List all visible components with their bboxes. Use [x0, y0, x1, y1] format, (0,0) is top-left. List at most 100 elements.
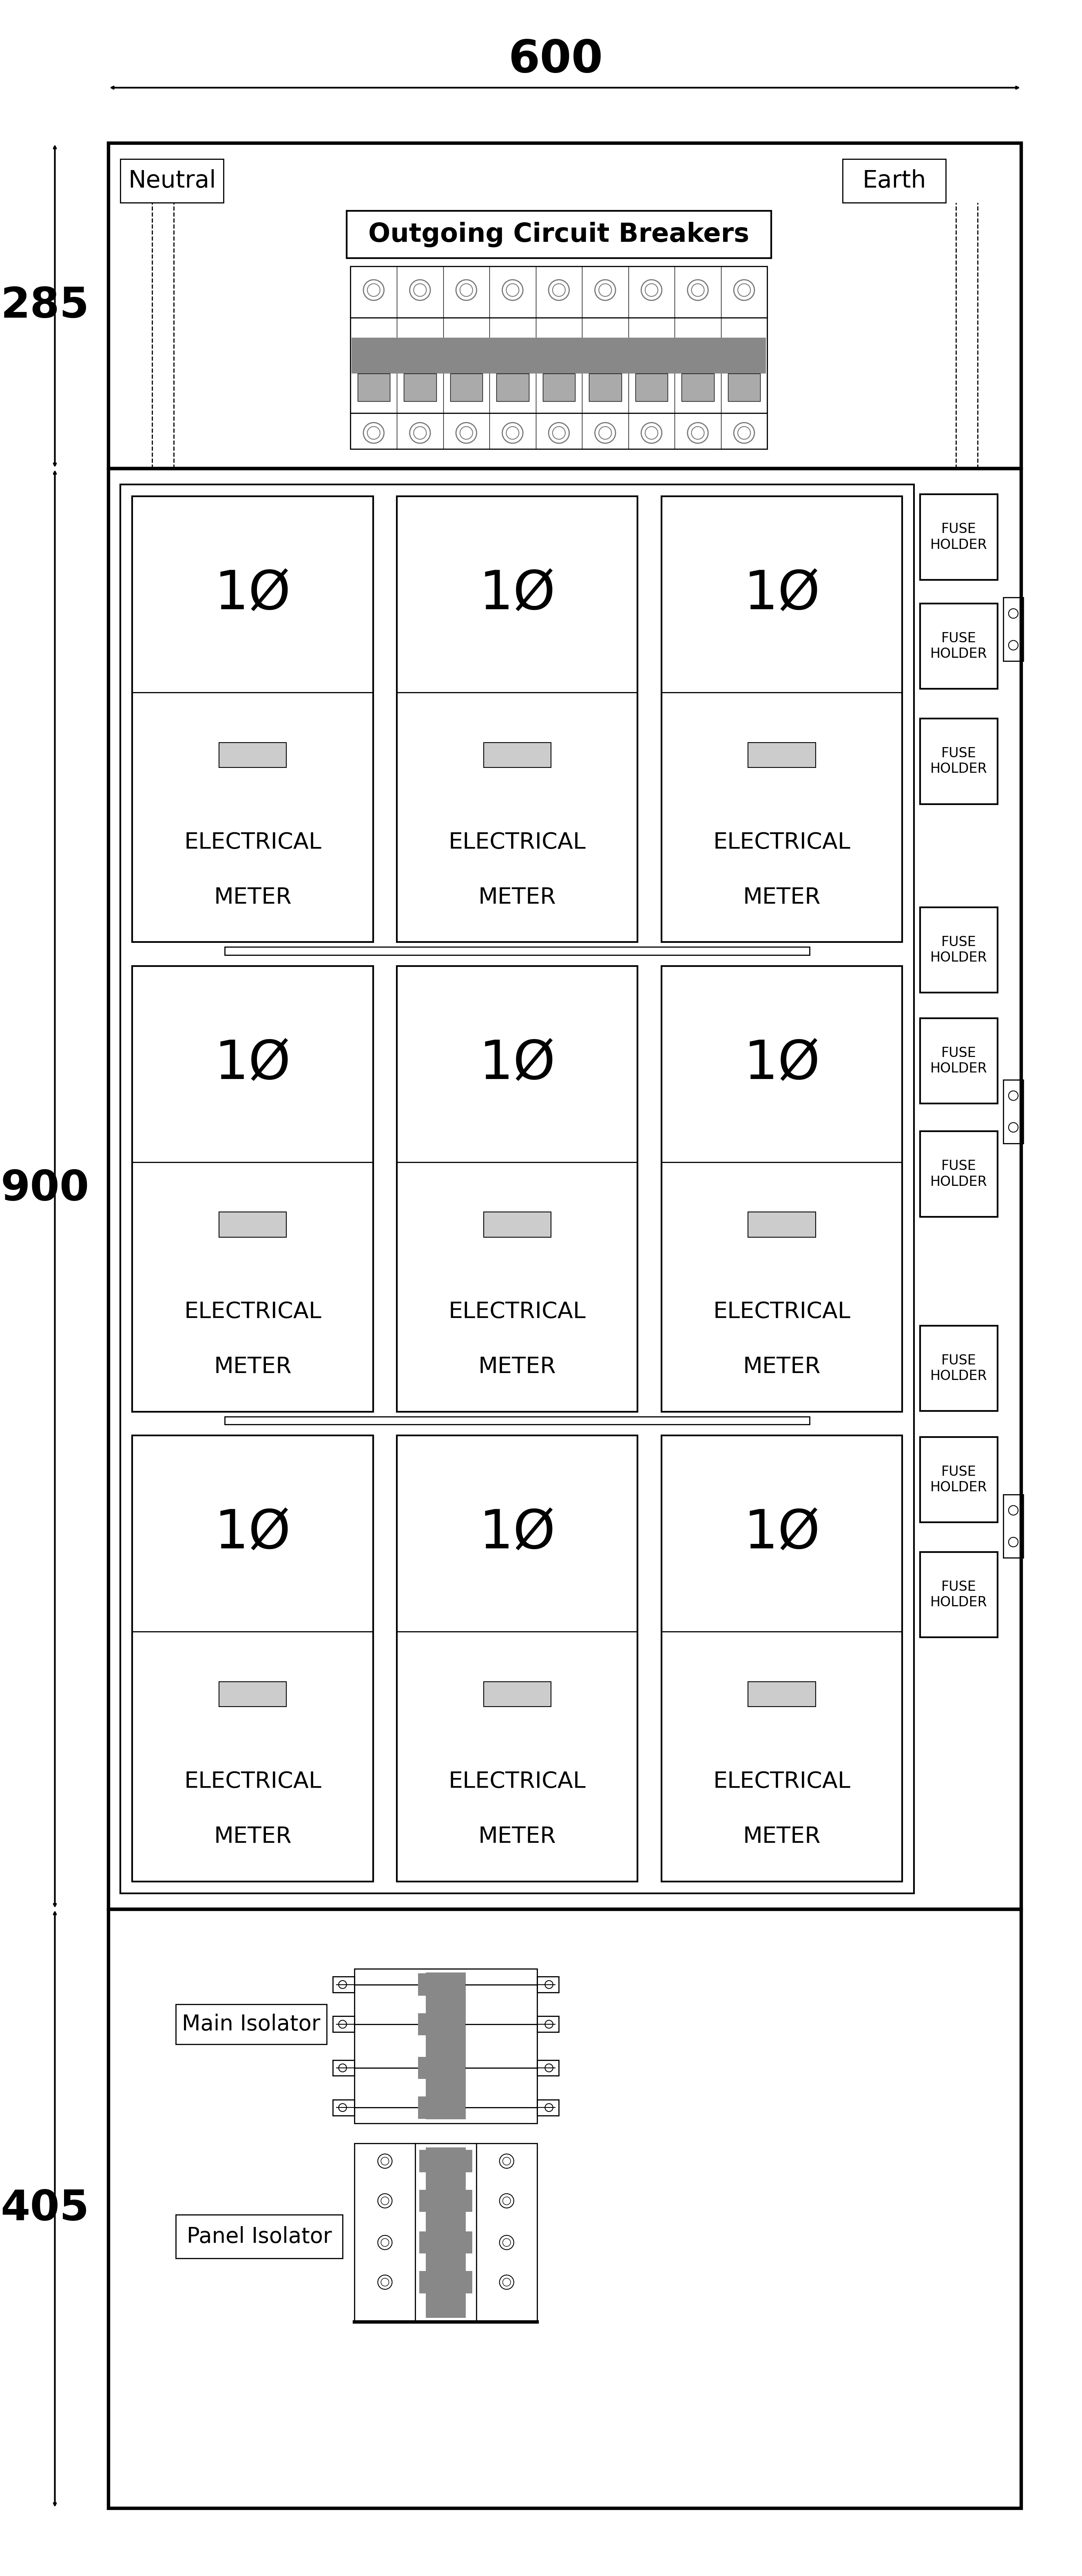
- Bar: [225, 948, 809, 956]
- Text: ELECTRICAL: ELECTRICAL: [184, 1301, 321, 1324]
- Text: METER: METER: [743, 1355, 821, 1378]
- Bar: [120, 160, 224, 204]
- Bar: [351, 265, 767, 448]
- Bar: [748, 742, 816, 768]
- Text: 1Ø: 1Ø: [743, 1038, 820, 1090]
- Bar: [219, 742, 287, 768]
- Bar: [484, 742, 551, 768]
- Bar: [682, 374, 714, 402]
- Bar: [537, 2017, 559, 2032]
- Bar: [332, 1976, 355, 1991]
- Text: ELECTRICAL: ELECTRICAL: [449, 1770, 586, 1793]
- Bar: [355, 1968, 537, 2123]
- Text: FUSE
HOLDER: FUSE HOLDER: [931, 523, 987, 551]
- Bar: [635, 374, 668, 402]
- Bar: [418, 1973, 438, 1996]
- Bar: [397, 1435, 637, 1631]
- Text: ELECTRICAL: ELECTRICAL: [713, 1770, 850, 1793]
- Text: METER: METER: [743, 886, 821, 909]
- Bar: [426, 1973, 465, 2120]
- Text: ELECTRICAL: ELECTRICAL: [184, 832, 321, 853]
- Bar: [426, 2148, 465, 2318]
- Text: FUSE
HOLDER: FUSE HOLDER: [931, 935, 987, 963]
- Bar: [1003, 598, 1024, 662]
- Bar: [132, 966, 373, 1412]
- Text: Panel Isolator: Panel Isolator: [187, 2226, 332, 2246]
- Bar: [1003, 1079, 1024, 1144]
- Bar: [661, 497, 902, 943]
- Bar: [920, 1018, 998, 1103]
- Bar: [132, 1435, 373, 1880]
- Text: 1Ø: 1Ø: [214, 569, 291, 621]
- Bar: [420, 2151, 472, 2172]
- Bar: [484, 1682, 551, 1708]
- Bar: [497, 374, 529, 402]
- Bar: [920, 1551, 998, 1638]
- Bar: [132, 497, 373, 693]
- Text: METER: METER: [214, 886, 291, 909]
- Text: 1Ø: 1Ø: [479, 569, 555, 621]
- Bar: [450, 374, 483, 402]
- Text: METER: METER: [478, 886, 556, 909]
- Bar: [219, 1213, 287, 1236]
- Bar: [332, 2099, 355, 2115]
- Bar: [920, 1327, 998, 1412]
- Bar: [420, 2190, 472, 2213]
- Text: Neutral: Neutral: [128, 170, 216, 193]
- Bar: [589, 374, 621, 402]
- Bar: [661, 497, 902, 693]
- Bar: [176, 2004, 327, 2045]
- Bar: [661, 1435, 902, 1631]
- Bar: [661, 966, 902, 1162]
- Text: FUSE
HOLDER: FUSE HOLDER: [931, 1355, 987, 1383]
- Bar: [346, 211, 771, 258]
- Bar: [176, 2215, 343, 2259]
- Text: ELECTRICAL: ELECTRICAL: [713, 1301, 850, 1324]
- Bar: [397, 966, 637, 1162]
- Bar: [484, 1213, 551, 1236]
- Bar: [418, 2056, 438, 2079]
- Text: 285: 285: [1, 286, 89, 327]
- Bar: [728, 374, 761, 402]
- Text: 900: 900: [1, 1170, 89, 1211]
- Bar: [748, 1682, 816, 1708]
- Bar: [661, 966, 902, 1412]
- Bar: [537, 2061, 559, 2076]
- Bar: [920, 1437, 998, 1522]
- Bar: [108, 144, 1021, 469]
- Text: METER: METER: [214, 1826, 291, 1847]
- Text: 1Ø: 1Ø: [479, 1038, 555, 1090]
- Text: 600: 600: [509, 39, 603, 82]
- Bar: [920, 495, 998, 580]
- Bar: [357, 374, 390, 402]
- Bar: [120, 484, 914, 1893]
- Bar: [108, 1909, 1021, 2509]
- Bar: [920, 603, 998, 688]
- Bar: [132, 1435, 373, 1631]
- Text: ELECTRICAL: ELECTRICAL: [449, 832, 586, 853]
- Bar: [537, 2099, 559, 2115]
- Bar: [332, 2017, 355, 2032]
- Text: 405: 405: [1, 2187, 89, 2228]
- Bar: [661, 1435, 902, 1880]
- Bar: [420, 2272, 472, 2293]
- Bar: [108, 469, 1021, 1909]
- Text: METER: METER: [214, 1355, 291, 1378]
- Bar: [418, 2012, 438, 2035]
- Text: FUSE
HOLDER: FUSE HOLDER: [931, 631, 987, 659]
- Text: 1Ø: 1Ø: [214, 1507, 291, 1558]
- Text: ELECTRICAL: ELECTRICAL: [184, 1770, 321, 1793]
- Bar: [397, 497, 637, 693]
- Bar: [920, 719, 998, 804]
- Bar: [397, 966, 637, 1412]
- Bar: [352, 337, 766, 374]
- Text: FUSE
HOLDER: FUSE HOLDER: [931, 747, 987, 775]
- Text: Earth: Earth: [862, 170, 926, 193]
- Bar: [332, 2061, 355, 2076]
- Bar: [418, 2097, 438, 2117]
- Text: FUSE
HOLDER: FUSE HOLDER: [931, 1466, 987, 1494]
- Text: FUSE
HOLDER: FUSE HOLDER: [931, 1579, 987, 1610]
- Bar: [225, 1417, 809, 1425]
- Bar: [843, 160, 946, 204]
- Bar: [132, 497, 373, 943]
